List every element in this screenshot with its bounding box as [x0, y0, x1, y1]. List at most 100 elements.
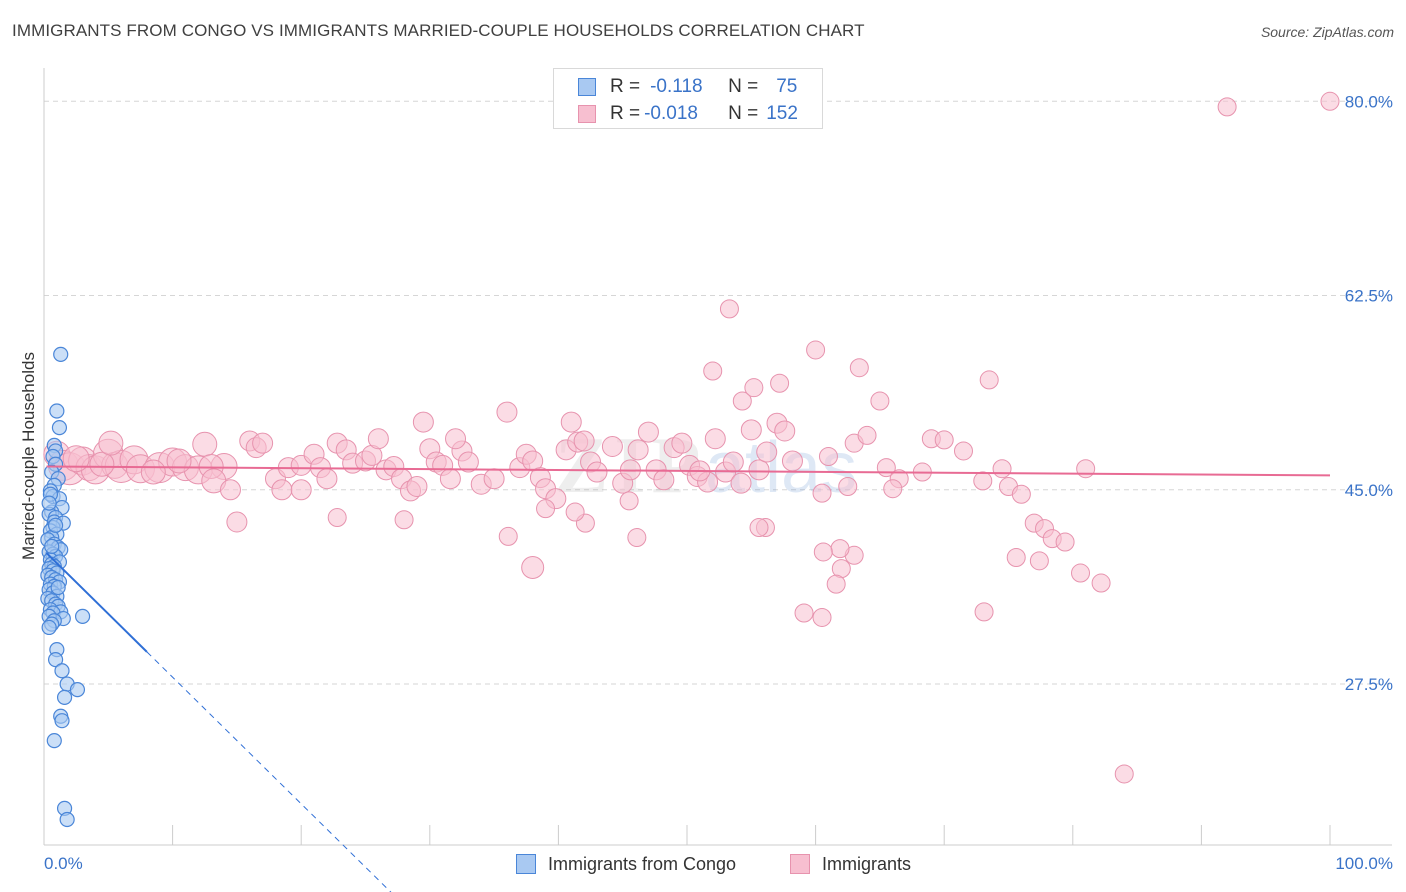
data-point-immigrants — [953, 441, 973, 461]
trend-line-immigrants — [46, 465, 1331, 477]
series-legend-congo-label: Immigrants from Congo — [548, 853, 737, 874]
data-point-congo — [51, 420, 68, 436]
data-point-immigrants — [979, 370, 999, 390]
y-tick-label: 27.5% — [1345, 675, 1393, 694]
data-point-immigrants — [62, 445, 90, 473]
swatch-immigrants — [790, 854, 810, 874]
data-point-immigrants — [812, 607, 832, 627]
data-point-immigrants — [166, 448, 192, 474]
data-point-immigrants — [521, 556, 545, 579]
legend-row-congo: R = -0.118 N = 75 — [578, 75, 797, 99]
data-point-immigrants — [619, 491, 639, 511]
data-point-immigrants — [394, 510, 414, 530]
x-tick-label: 100.0% — [1335, 854, 1393, 873]
data-point-immigrants — [704, 428, 726, 450]
data-point-immigrants — [770, 373, 790, 393]
data-point-immigrants — [439, 468, 461, 490]
trend-line-congo-extension — [146, 651, 392, 892]
data-point-immigrants — [744, 378, 764, 398]
data-point-immigrants — [367, 428, 389, 450]
swatch-congo — [516, 854, 536, 874]
data-point-immigrants — [316, 468, 338, 490]
data-point-immigrants — [457, 451, 479, 473]
data-point-immigrants — [974, 602, 994, 622]
data-point-congo — [41, 619, 57, 636]
data-point-immigrants — [992, 459, 1012, 479]
series-legend-congo[interactable]: Immigrants from Congo — [516, 852, 736, 876]
legend-swatch-congo — [578, 78, 596, 96]
data-point-immigrants — [496, 401, 518, 423]
legend-n-label: N = — [728, 76, 759, 97]
data-point-immigrants — [653, 469, 675, 491]
data-point-immigrants — [806, 340, 826, 360]
data-point-congo — [53, 346, 69, 362]
data-point-immigrants — [565, 502, 585, 522]
x-tick-label: 0.0% — [44, 854, 83, 873]
data-point-immigrants — [812, 483, 832, 503]
data-point-immigrants — [719, 299, 739, 319]
data-point-immigrants — [1071, 563, 1091, 583]
series-legend-immigrants-label: Immigrants — [822, 853, 912, 874]
chart-title: IMMIGRANTS FROM CONGO VS IMMIGRANTS MARR… — [12, 21, 865, 40]
data-point-immigrants — [973, 471, 993, 491]
legend-r-label: R = — [610, 103, 641, 124]
data-point-immigrants — [883, 479, 903, 499]
data-point-congo — [74, 608, 91, 624]
legend-row-immigrants: R = -0.018 N = 152 — [578, 102, 798, 126]
data-point-congo — [41, 495, 57, 511]
legend-n-value: 152 — [766, 103, 798, 124]
data-point-congo — [46, 733, 62, 749]
trend-lines — [45, 465, 1331, 892]
data-point-immigrants — [870, 391, 890, 411]
data-point-immigrants — [732, 391, 752, 411]
data-point-immigrants — [1217, 97, 1237, 117]
legend-n-value: 75 — [776, 76, 798, 97]
data-point-immigrants — [498, 526, 518, 546]
data-point-immigrants — [1114, 764, 1134, 784]
data-point-immigrants — [219, 479, 241, 501]
data-point-immigrants — [1006, 548, 1026, 568]
data-point-immigrants — [271, 479, 293, 501]
data-point-immigrants — [89, 451, 115, 477]
data-point-congo — [47, 517, 64, 533]
data-point-congo — [44, 538, 60, 555]
grid-lines — [44, 100, 1392, 685]
data-point-congo — [59, 811, 75, 828]
x-tick-labels: 0.0% 100.0% — [44, 854, 1393, 873]
data-point-immigrants — [290, 479, 312, 501]
data-point-immigrants — [406, 475, 428, 497]
data-point-immigrants — [560, 411, 582, 433]
data-point-congo — [47, 652, 64, 668]
data-point-immigrants — [749, 518, 769, 538]
data-point-immigrants — [1029, 551, 1049, 571]
legend-r-value: -0.018 — [644, 103, 698, 124]
data-point-immigrants — [412, 411, 434, 433]
data-point-immigrants — [327, 508, 347, 528]
data-point-immigrants — [226, 511, 248, 533]
data-point-immigrants — [252, 432, 274, 454]
data-point-immigrants — [140, 459, 166, 485]
data-point-immigrants — [794, 603, 814, 623]
data-point-immigrants — [1091, 573, 1111, 593]
data-point-immigrants — [586, 461, 608, 483]
correlation-legend: R = -0.118 N = 75 R = -0.018 N = 152 — [553, 68, 823, 129]
data-point-immigrants — [818, 447, 838, 466]
data-point-immigrants — [748, 459, 770, 481]
data-point-immigrants — [730, 472, 752, 494]
data-point-immigrants — [740, 419, 762, 441]
data-point-immigrants — [637, 421, 659, 443]
legend-r-value: -0.118 — [650, 76, 703, 97]
data-point-immigrants — [857, 425, 877, 445]
legend-n-label: N = — [728, 103, 759, 124]
legend-r-label: R = — [610, 76, 641, 97]
data-point-immigrants — [627, 439, 649, 461]
data-point-immigrants — [483, 468, 505, 490]
data-point-congo — [69, 681, 86, 698]
data-point-immigrants — [601, 436, 623, 458]
series-legend-immigrants[interactable]: Immigrants — [790, 852, 911, 876]
data-point-immigrants — [722, 451, 744, 473]
data-point-immigrants — [934, 430, 954, 450]
data-point-congo — [54, 663, 70, 679]
source-credit: Source: ZipAtlas.com — [1260, 24, 1394, 40]
data-point-congo — [49, 403, 65, 419]
